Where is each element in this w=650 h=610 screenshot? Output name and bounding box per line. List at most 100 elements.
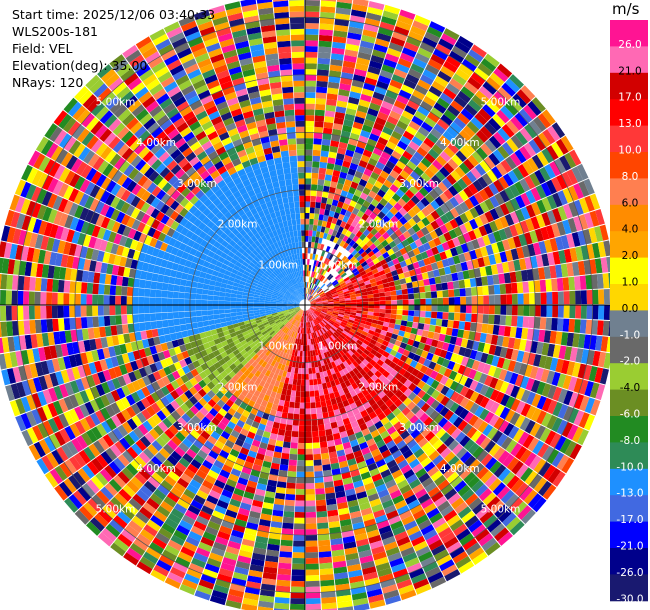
- velocity-cell: [306, 310, 309, 317]
- velocity-cell: [424, 431, 436, 442]
- velocity-cell: [469, 195, 480, 207]
- velocity-cell: [341, 72, 354, 80]
- velocity-cell: [261, 578, 277, 586]
- velocity-cell: [514, 222, 524, 235]
- velocity-cell: [557, 388, 568, 404]
- velocity-cell: [307, 288, 310, 294]
- velocity-cell: [449, 196, 460, 208]
- velocity-cell: [147, 373, 157, 384]
- velocity-cell: [488, 182, 499, 196]
- velocity-cell: [362, 358, 370, 366]
- velocity-cell: [312, 271, 316, 278]
- velocity-cell: [370, 429, 380, 439]
- velocity-cell: [275, 492, 286, 500]
- velocity-cell: [299, 327, 302, 334]
- velocity-cell: [287, 302, 294, 304]
- velocity-cell: [299, 408, 305, 415]
- velocity-cell: [155, 297, 162, 305]
- velocity-cell: [280, 338, 285, 345]
- velocity-cell: [207, 290, 214, 296]
- velocity-cell: [289, 310, 295, 314]
- velocity-cell: [338, 141, 348, 150]
- velocity-cell: [423, 323, 430, 331]
- velocity-cell: [367, 342, 375, 349]
- velocity-cell: [536, 199, 547, 214]
- velocity-cell: [221, 340, 229, 347]
- velocity-cell: [473, 227, 483, 239]
- velocity-cell: [333, 332, 340, 338]
- velocity-cell: [284, 321, 290, 327]
- velocity-cell: [382, 126, 394, 136]
- velocity-cell: [349, 265, 357, 271]
- velocity-cell: [416, 146, 428, 157]
- velocity-cell: [374, 556, 389, 566]
- velocity-cell: [273, 326, 280, 332]
- velocity-cell: [527, 100, 542, 116]
- velocity-cell: [297, 315, 301, 321]
- velocity-cell: [356, 417, 366, 426]
- velocity-cell: [218, 300, 225, 305]
- velocity-cell: [208, 319, 215, 326]
- velocity-cell: [488, 254, 497, 265]
- velocity-cell: [210, 345, 218, 352]
- velocity-cell: [524, 257, 533, 270]
- velocity-cell: [275, 585, 291, 593]
- velocity-cell: [391, 300, 398, 305]
- velocity-cell: [591, 274, 598, 289]
- velocity-cell: [90, 475, 104, 490]
- velocity-cell: [279, 344, 285, 352]
- velocity-cell: [227, 378, 236, 387]
- velocity-cell: [64, 497, 79, 513]
- velocity-cell: [149, 297, 156, 305]
- velocity-cell: [93, 272, 101, 284]
- velocity-cell: [327, 297, 334, 301]
- velocity-cell: [366, 12, 382, 22]
- velocity-cell: [416, 273, 424, 281]
- velocity-cell: [438, 333, 446, 342]
- velocity-cell: [309, 385, 314, 392]
- velocity-cell: [396, 314, 403, 320]
- velocity-cell: [182, 266, 190, 274]
- velocity-cell: [294, 307, 300, 311]
- velocity-cell: [356, 165, 366, 174]
- velocity-cell: [365, 345, 373, 353]
- velocity-cell: [324, 486, 335, 494]
- velocity-cell: [278, 314, 285, 319]
- velocity-cell: [313, 319, 318, 325]
- velocity-cell: [308, 295, 313, 301]
- velocity-cell: [207, 300, 213, 305]
- velocity-cell: [163, 496, 177, 508]
- velocity-cell: [250, 367, 258, 375]
- velocity-cell: [291, 319, 296, 325]
- velocity-cell: [362, 308, 369, 312]
- velocity-cell: [409, 414, 419, 425]
- velocity-cell: [350, 307, 357, 311]
- velocity-cell: [288, 336, 293, 343]
- velocity-cell: [458, 346, 467, 357]
- velocity-cell: [425, 90, 440, 102]
- velocity-cell: [256, 483, 267, 491]
- velocity-cell: [538, 480, 552, 497]
- velocity-cell: [423, 461, 436, 473]
- velocity-cell: [392, 328, 400, 335]
- velocity-cell: [556, 454, 570, 471]
- velocity-cell: [354, 189, 363, 198]
- velocity-cell: [369, 498, 382, 508]
- velocity-cell: [140, 330, 148, 340]
- velocity-cell: [441, 177, 453, 189]
- velocity-cell: [327, 157, 336, 165]
- velocity-cell: [390, 520, 404, 531]
- velocity-cell: [305, 74, 317, 81]
- velocity-cell: [315, 196, 322, 203]
- velocity-cell: [69, 293, 76, 305]
- velocity-cell: [201, 294, 208, 300]
- velocity-cell: [546, 292, 553, 305]
- velocity-cell: [295, 500, 305, 507]
- velocity-cell: [454, 166, 466, 178]
- velocity-cell: [451, 497, 465, 510]
- velocity-cell: [323, 332, 329, 339]
- velocity-cell: [489, 220, 499, 233]
- velocity-cell: [530, 341, 538, 354]
- velocity-cell: [81, 270, 89, 283]
- velocity-cell: [327, 362, 334, 370]
